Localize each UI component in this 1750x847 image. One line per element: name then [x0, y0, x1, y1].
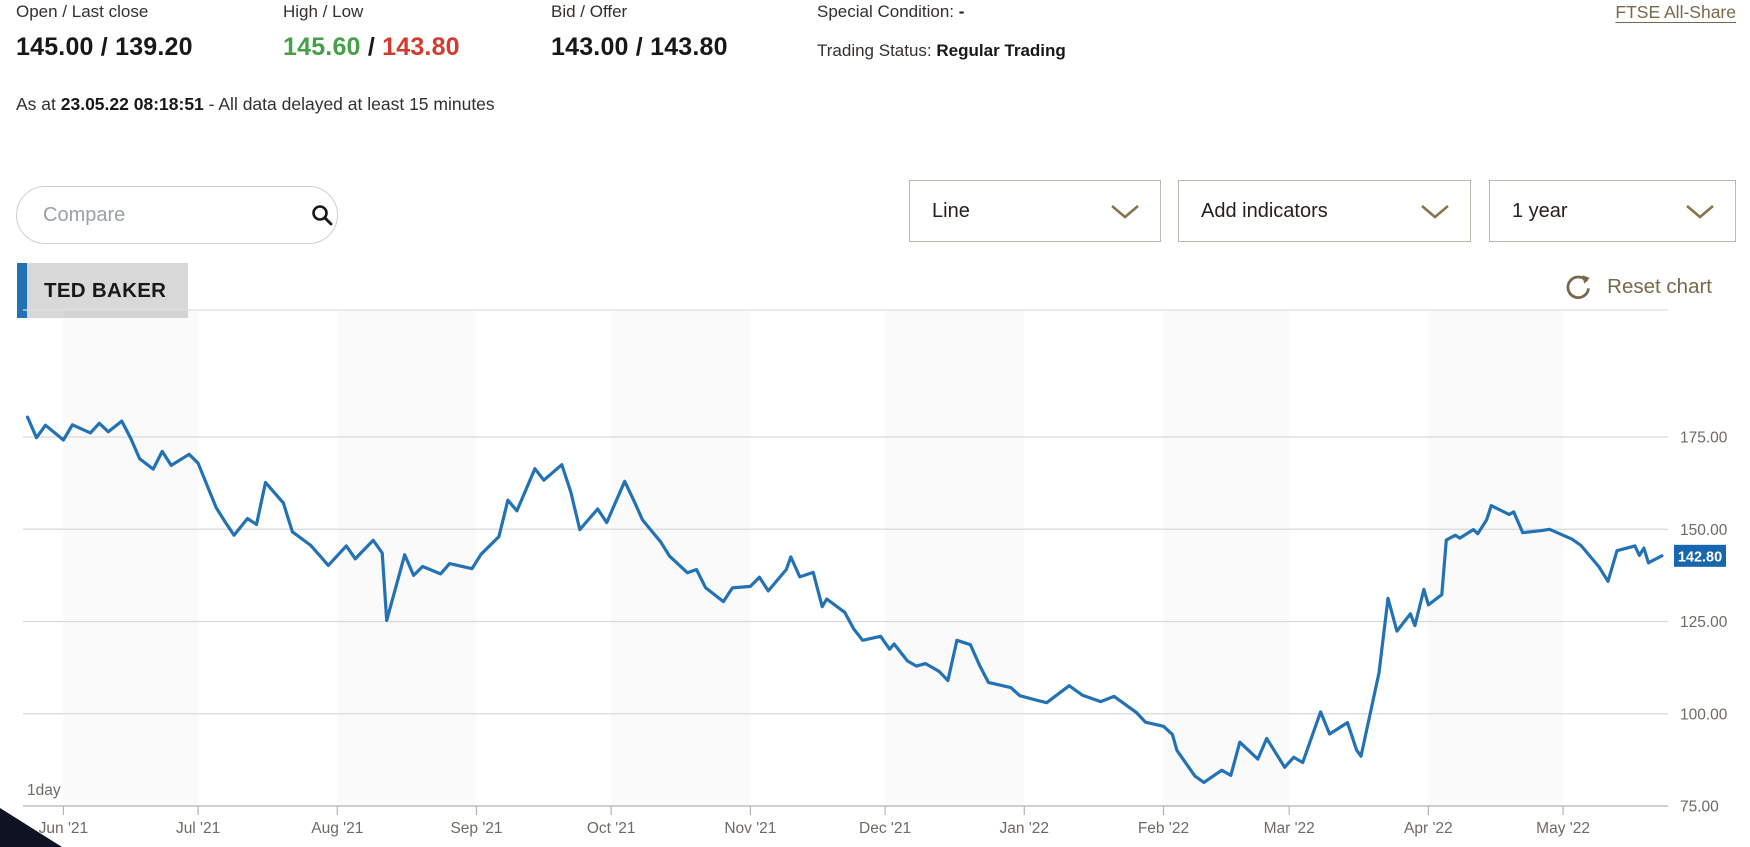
chart-type-dropdown[interactable]: Line: [909, 180, 1161, 242]
month-band: [1428, 310, 1563, 806]
bid-offer-label: Bid / Offer: [551, 2, 628, 21]
status-column: Special Condition: - Trading Status: Reg…: [817, 2, 1066, 61]
high-low-value: 145.60 / 143.80: [283, 33, 460, 62]
x-axis-label: Oct '21: [587, 820, 636, 837]
reset-chart-button[interactable]: Reset chart: [1563, 272, 1712, 302]
special-condition: Special Condition: -: [817, 2, 965, 21]
interval-label: 1day: [27, 782, 61, 799]
month-band: [885, 310, 1024, 806]
high-low-stat: High / Low 145.60 / 143.80: [283, 2, 460, 62]
chevron-down-icon: [1420, 204, 1450, 219]
bid-offer-value: 143.00 / 143.80: [551, 33, 728, 61]
y-axis-label: 100.00: [1680, 706, 1728, 723]
month-band: [1163, 310, 1289, 806]
as-at-timestamp: 23.05.22 08:18:51: [60, 94, 204, 114]
special-condition-value: -: [958, 2, 965, 21]
time-range-selected: 1 year: [1512, 199, 1568, 222]
high-low-separator: /: [360, 33, 383, 61]
compare-search-box[interactable]: [16, 186, 338, 244]
low-value: 143.80: [382, 33, 460, 61]
open-last-close-stat: Open / Last close 145.00 / 139.20: [16, 2, 193, 62]
add-indicators-dropdown[interactable]: Add indicators: [1178, 180, 1471, 242]
high-value: 145.60: [283, 33, 361, 61]
reset-icon: [1563, 272, 1593, 302]
x-axis-label: Feb '22: [1138, 820, 1189, 837]
last-price-badge-value: 142.80: [1678, 549, 1722, 565]
chevron-down-icon: [1685, 204, 1715, 219]
x-axis-label: Apr '22: [1404, 820, 1453, 837]
month-band: [611, 310, 750, 806]
time-range-dropdown[interactable]: 1 year: [1489, 180, 1736, 242]
x-axis-label: Jan '22: [1000, 820, 1050, 837]
search-icon[interactable]: [310, 203, 334, 227]
series-chip-label: TED BAKER: [44, 278, 167, 302]
x-axis-label: Sep '21: [450, 820, 502, 837]
series-color-bar: [17, 263, 27, 318]
as-at-line: As at 23.05.22 08:18:51 - All data delay…: [16, 94, 495, 114]
price-line-series[interactable]: [25, 415, 1664, 785]
chevron-down-icon: [1110, 204, 1140, 219]
open-last-close-value: 145.00 / 139.20: [16, 33, 193, 61]
compare-input[interactable]: [41, 202, 310, 228]
bid-offer-stat: Bid / Offer 143.00 / 143.80: [551, 2, 728, 62]
y-axis-label: 150.00: [1680, 522, 1728, 539]
high-low-label: High / Low: [283, 2, 364, 21]
x-axis-label: Jul '21: [176, 820, 220, 837]
x-axis-label: Mar '22: [1264, 820, 1315, 837]
reset-chart-label: Reset chart: [1607, 275, 1712, 298]
x-axis-label: Nov '21: [724, 820, 776, 837]
ftse-all-share-link[interactable]: FTSE All-Share: [1615, 2, 1736, 22]
x-axis-label: Dec '21: [859, 820, 911, 837]
add-indicators-label: Add indicators: [1201, 199, 1328, 222]
y-axis-label: 125.00: [1680, 614, 1728, 631]
x-axis-label: Aug '21: [311, 820, 363, 837]
page-corner-triangle: [0, 808, 62, 847]
trading-status: Trading Status: Regular Trading: [817, 41, 1066, 60]
series-chip-ted-baker[interactable]: TED BAKER: [17, 263, 189, 318]
x-axis-label: May '22: [1536, 820, 1590, 837]
trading-status-value: Regular Trading: [936, 41, 1066, 60]
y-axis-label: 75.00: [1680, 799, 1719, 816]
month-band: [63, 310, 198, 806]
open-last-close-label: Open / Last close: [16, 2, 149, 21]
last-price-badge: [1674, 544, 1726, 567]
chart-type-selected: Line: [932, 199, 970, 222]
y-axis-label: 175.00: [1680, 430, 1728, 447]
